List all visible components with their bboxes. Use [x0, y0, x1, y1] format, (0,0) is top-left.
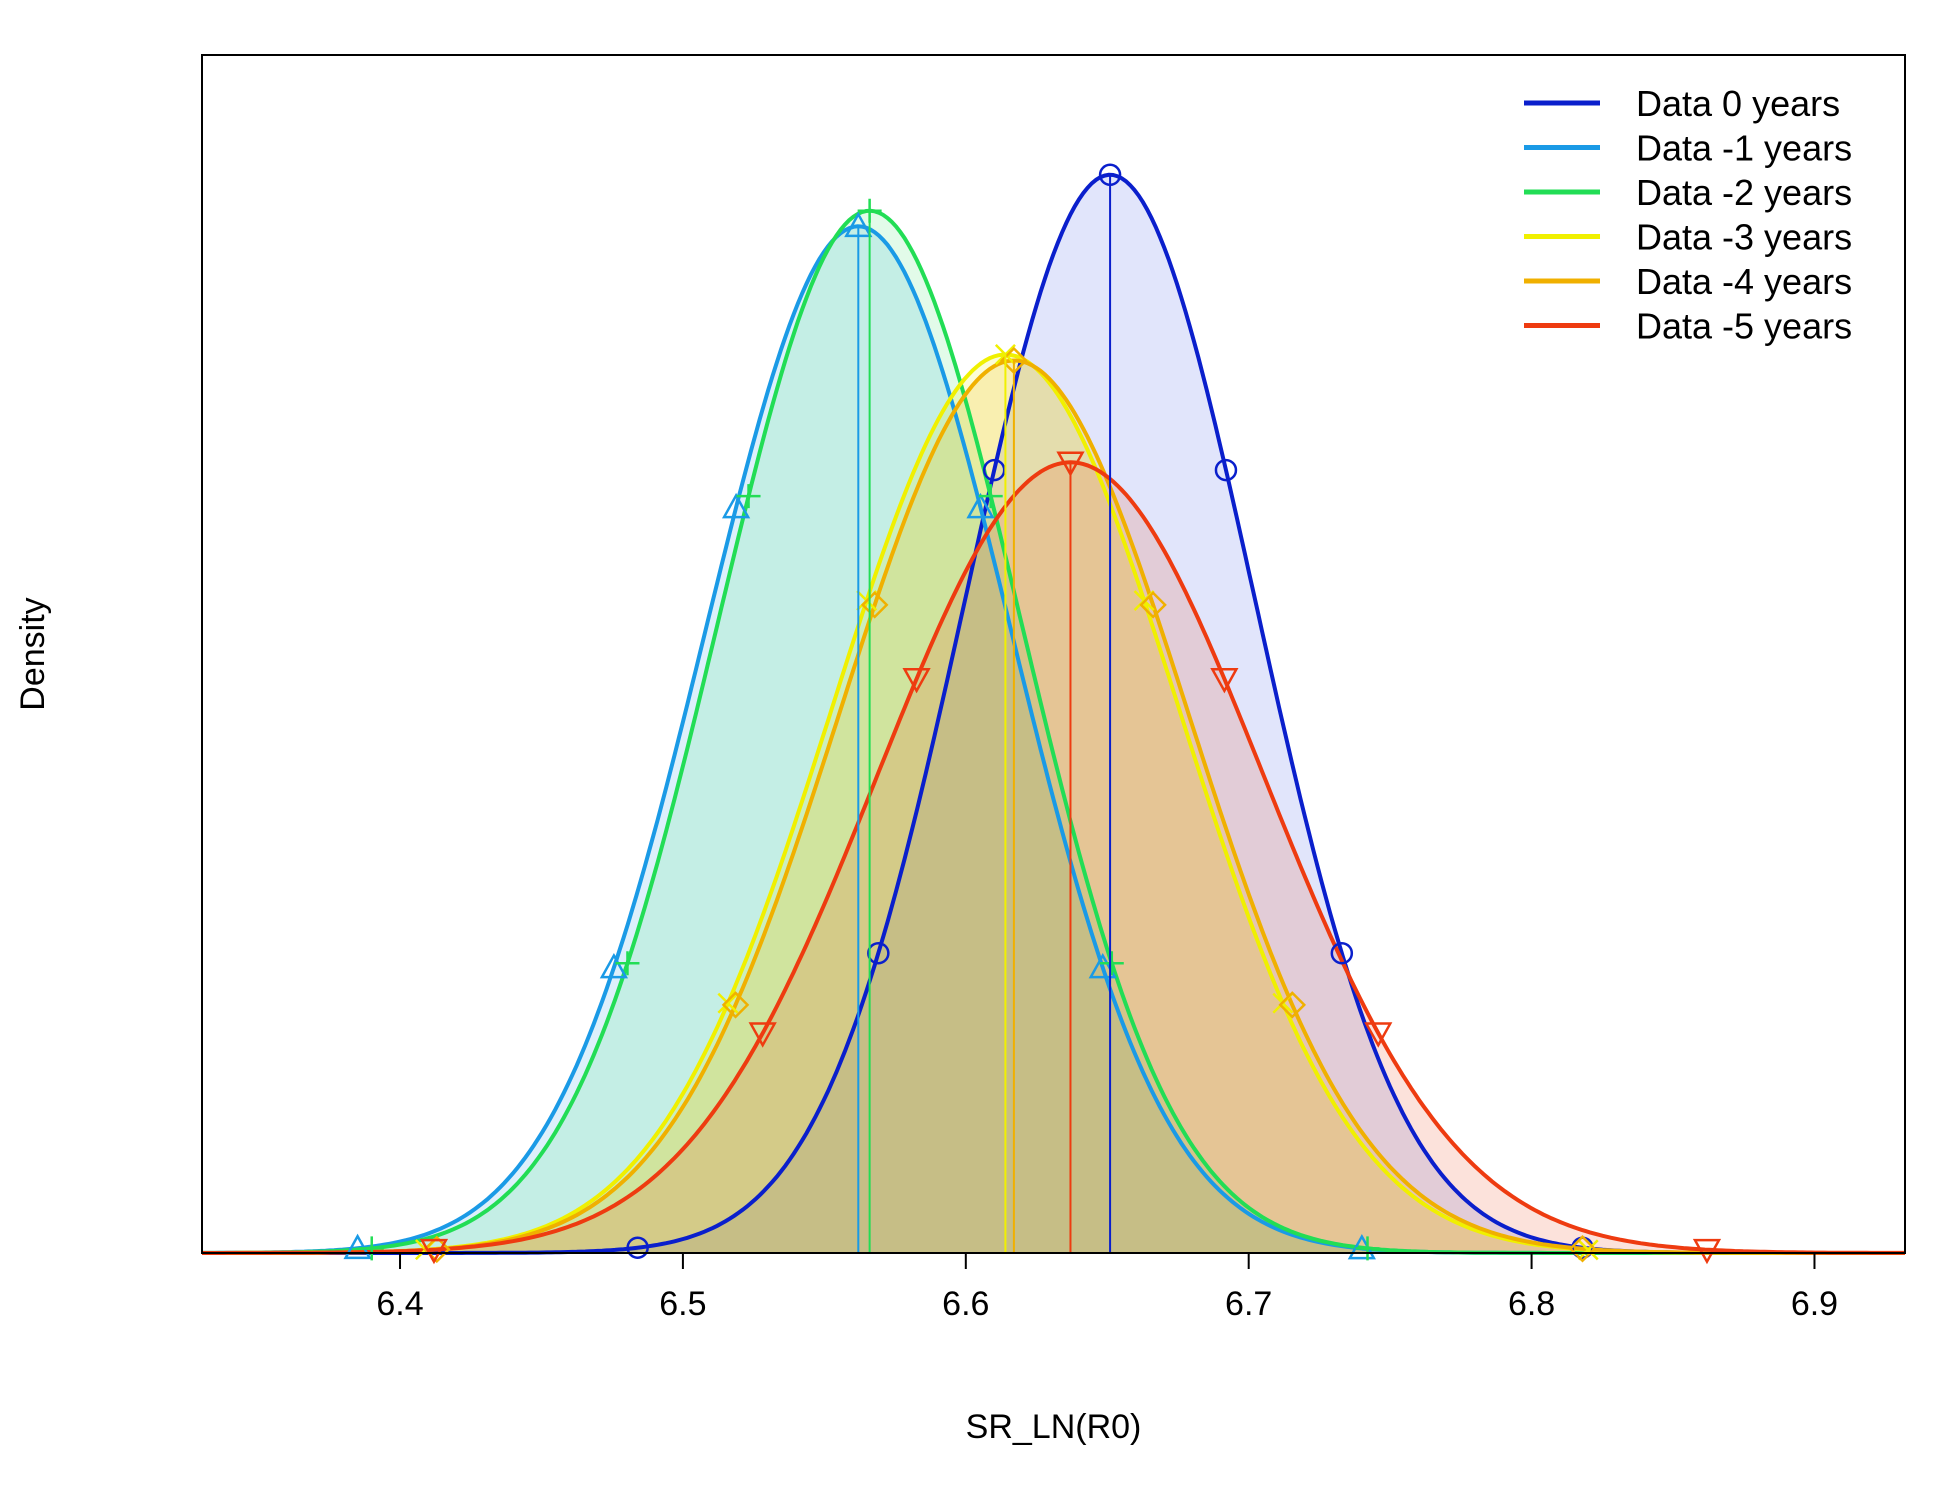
marker-series-0-2 [982, 458, 1006, 482]
marker-series-2-4 [978, 484, 1003, 509]
density-fill-series-1 [202, 226, 1905, 1253]
marker-series-2-0 [359, 1236, 384, 1261]
legend-label-series-0: Data 0 years [1636, 83, 1840, 124]
marker-series-5-2 [902, 667, 931, 694]
marker-series-0-5 [1330, 941, 1354, 965]
marker-series-2-6 [1355, 1236, 1380, 1261]
marker-series-2-1 [615, 951, 640, 976]
marker-series-4-6 [1568, 1234, 1597, 1263]
marker-series-1-5 [1088, 952, 1117, 979]
marker-series-5-3 [1056, 451, 1085, 477]
marker-series-4-0 [423, 1235, 451, 1264]
marker-series-0-1 [867, 941, 890, 965]
legend-label-series-3: Data -3 years [1636, 217, 1852, 258]
marker-series-1-2 [721, 492, 751, 519]
density-fill-series-2 [202, 210, 1905, 1253]
marker-series-3-1 [717, 992, 739, 1014]
density-fill-series-0 [202, 174, 1905, 1253]
x-tick-label-5: 6.9 [1791, 1285, 1838, 1323]
marker-series-5-4 [1210, 667, 1239, 694]
marker-series-5-6 [1692, 1238, 1722, 1265]
x-tick-label-3: 6.7 [1225, 1285, 1272, 1323]
marker-series-4-1 [721, 991, 750, 1019]
marker-series-1-0 [343, 1233, 372, 1260]
x-axis: 6.4 6.5 6.6 6.7 6.8 6.9 [376, 1253, 1838, 1323]
x-tick-label-2: 6.6 [942, 1285, 989, 1323]
marker-series-4-4 [1139, 591, 1167, 619]
density-curve-series-5 [202, 460, 1905, 1255]
legend-label-series-5: Data -5 years [1636, 306, 1852, 347]
marker-series-3-6 [1577, 1239, 1599, 1261]
marker-series-0-0 [626, 1236, 649, 1259]
marker-series-1-4 [966, 492, 995, 519]
legend-label-series-2: Data -2 years [1636, 172, 1852, 213]
marker-series-0-4 [1214, 458, 1238, 482]
marker-series-4-2 [860, 591, 889, 619]
legend-label-series-1: Data -1 years [1636, 128, 1852, 169]
density-fill-series-5 [202, 462, 1905, 1253]
marker-series-2-2 [736, 484, 761, 509]
x-axis-title: SR_LN(R0) [966, 1408, 1142, 1446]
marker-series-2-5 [1099, 951, 1124, 976]
marker-series-5-1 [748, 1022, 777, 1048]
x-tick-label-4: 6.8 [1508, 1285, 1555, 1323]
legend-label-series-4: Data -4 years [1636, 261, 1852, 302]
y-axis-title: Density [14, 597, 52, 710]
marker-series-5-0 [419, 1238, 449, 1265]
marker-series-1-1 [599, 952, 629, 979]
marker-series-5-5 [1364, 1022, 1393, 1048]
marker-series-4-5 [1278, 991, 1307, 1019]
x-tick-label-1: 6.5 [659, 1285, 706, 1323]
mean-lines [857, 174, 1112, 1253]
x-tick-label-0: 6.4 [376, 1285, 423, 1323]
plot-frame [201, 54, 1906, 1254]
